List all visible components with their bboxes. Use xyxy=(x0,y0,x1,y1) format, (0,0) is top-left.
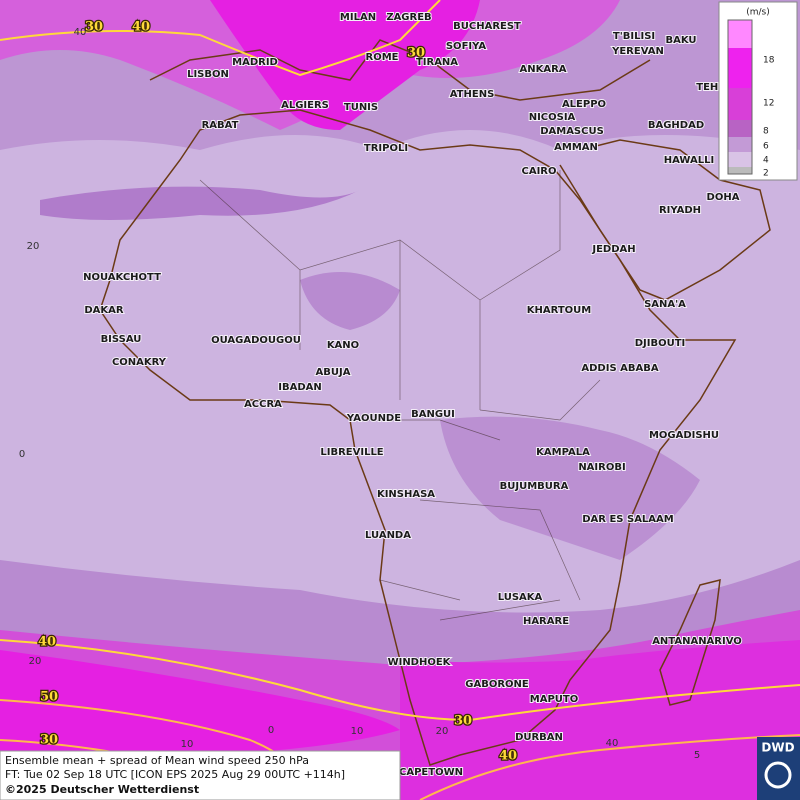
grid-label: 5 xyxy=(694,750,700,761)
caption-box xyxy=(0,750,401,800)
city-label: TUNIS xyxy=(344,102,378,113)
city-label: WINDHOEK xyxy=(388,657,452,668)
city-label: CAIRO xyxy=(522,166,557,177)
city-label: T'BILISI xyxy=(613,31,655,42)
city-label: BAKU xyxy=(665,35,696,46)
city-label: ANTANANARIVO xyxy=(652,636,742,647)
legend-label: 18 xyxy=(763,56,775,66)
city-label: ABUJA xyxy=(316,367,351,378)
city-label: MADRID xyxy=(232,57,278,68)
city-label: CAPETOWN xyxy=(399,767,463,778)
city-label: RABAT xyxy=(202,120,239,131)
legend-label: 2 xyxy=(763,169,769,179)
logo-icon xyxy=(764,761,792,789)
copyright: ©2025 Deutscher Wetterdienst xyxy=(5,783,199,796)
grid-label: 20 xyxy=(29,656,42,667)
city-label: ACCRA xyxy=(244,399,282,410)
city-label: MILAN xyxy=(340,12,376,23)
city-label: TRIPOLI xyxy=(364,143,408,154)
city-label: LISBON xyxy=(187,69,229,80)
city-label: TIRANA xyxy=(416,57,458,68)
logo xyxy=(757,737,800,800)
contour-label: 30 xyxy=(407,46,425,61)
city-label: HAWALLI xyxy=(664,155,714,166)
city-label: SANA'A xyxy=(644,299,686,310)
legend-label: 12 xyxy=(763,99,774,109)
contour-label: 30 xyxy=(40,733,58,748)
city-label: LUANDA xyxy=(365,530,411,541)
city-label: DURBAN xyxy=(515,732,563,743)
city-label: OUAGADOUGOU xyxy=(211,335,301,346)
city-label: KAMPALA xyxy=(536,447,590,458)
legend-label: 6 xyxy=(763,142,769,152)
coastline xyxy=(99,39,771,766)
contour-label: 40 xyxy=(132,20,150,35)
city-label: HARARE xyxy=(523,616,569,627)
city-label: GABORONE xyxy=(465,679,529,690)
city-label: DOHA xyxy=(707,192,740,203)
city-label: KANO xyxy=(327,340,359,351)
city-label: BUCHAREST xyxy=(453,21,521,32)
grid-label: 0 xyxy=(268,725,274,736)
city-label: DAKAR xyxy=(84,305,124,316)
city-label: BAGHDAD xyxy=(648,120,704,131)
city-label: DAMASCUS xyxy=(540,126,604,137)
city-label: AMMAN xyxy=(554,142,598,153)
city-label: ATHENS xyxy=(450,89,495,100)
city-label: ZAGREB xyxy=(386,12,431,23)
city-label: MAPUTO xyxy=(530,694,578,705)
city-label: CONAKRY xyxy=(112,357,167,368)
grid-label: 40 xyxy=(74,27,87,38)
city-label: SOFIYA xyxy=(446,41,487,52)
city-label: NICOSIA xyxy=(529,112,576,123)
city-label: BISSAU xyxy=(101,334,142,345)
grid-label: 0 xyxy=(19,449,25,460)
grid-label: 40 xyxy=(606,738,619,749)
legend: (m/s) 18 12 8 6 4 2 xyxy=(718,1,798,181)
city-label: BUJUMBURA xyxy=(500,481,569,492)
logo-text: DWD xyxy=(761,741,794,755)
borders xyxy=(199,170,601,621)
grid-label: 10 xyxy=(351,726,364,737)
city-label: JEDDAH xyxy=(591,244,635,255)
legend-unit: (m/s) xyxy=(746,8,770,18)
city-label: ADDIS ABABA xyxy=(581,363,658,374)
city-label: ALEPPO xyxy=(562,99,606,110)
legend-label: 8 xyxy=(763,127,769,137)
city-label: LIBREVILLE xyxy=(320,447,383,458)
contour-label: 40 xyxy=(499,749,517,764)
contour-label: 30 xyxy=(454,714,472,729)
city-label: KINSHASA xyxy=(377,489,435,500)
city-label: ALGIERS xyxy=(281,100,329,111)
city-label: LUSAKA xyxy=(498,592,543,603)
legend-label: 4 xyxy=(763,156,769,166)
grid-label: 10 xyxy=(181,739,194,750)
city-label: BANGUI xyxy=(411,409,455,420)
contour-label: 40 xyxy=(38,635,56,650)
caption-line: Ensemble mean + spread of Mean wind spee… xyxy=(5,754,309,767)
city-label: ROME xyxy=(366,52,399,63)
city-label: DAR ES SALAAM xyxy=(582,514,674,525)
city-label: RIYADH xyxy=(659,205,701,216)
labels: MILAN ZAGREB BUCHAREST T'BILISI BAKU SOFIYA YE… xyxy=(19,11,743,779)
contour-label: 50 xyxy=(40,690,58,705)
city-label: MOGADISHU xyxy=(649,430,719,441)
city-label: YEREVAN xyxy=(611,46,664,57)
contour-label: 30 xyxy=(85,20,103,35)
city-label: NOUAKCHOTT xyxy=(83,272,161,283)
city-label: YAOUNDE xyxy=(346,413,401,424)
city-label: DJIBOUTI xyxy=(635,338,686,349)
caption-line: FT: Tue 02 Sep 18 UTC [ICON EPS 2025 Aug… xyxy=(5,768,345,781)
city-label: KHARTOUM xyxy=(527,305,592,316)
city-label: ANKARA xyxy=(519,64,566,75)
grid-label: 20 xyxy=(27,241,40,252)
city-label: NAIROBI xyxy=(578,462,625,473)
city-label: IBADAN xyxy=(278,382,322,393)
grid-label: 20 xyxy=(436,726,449,737)
